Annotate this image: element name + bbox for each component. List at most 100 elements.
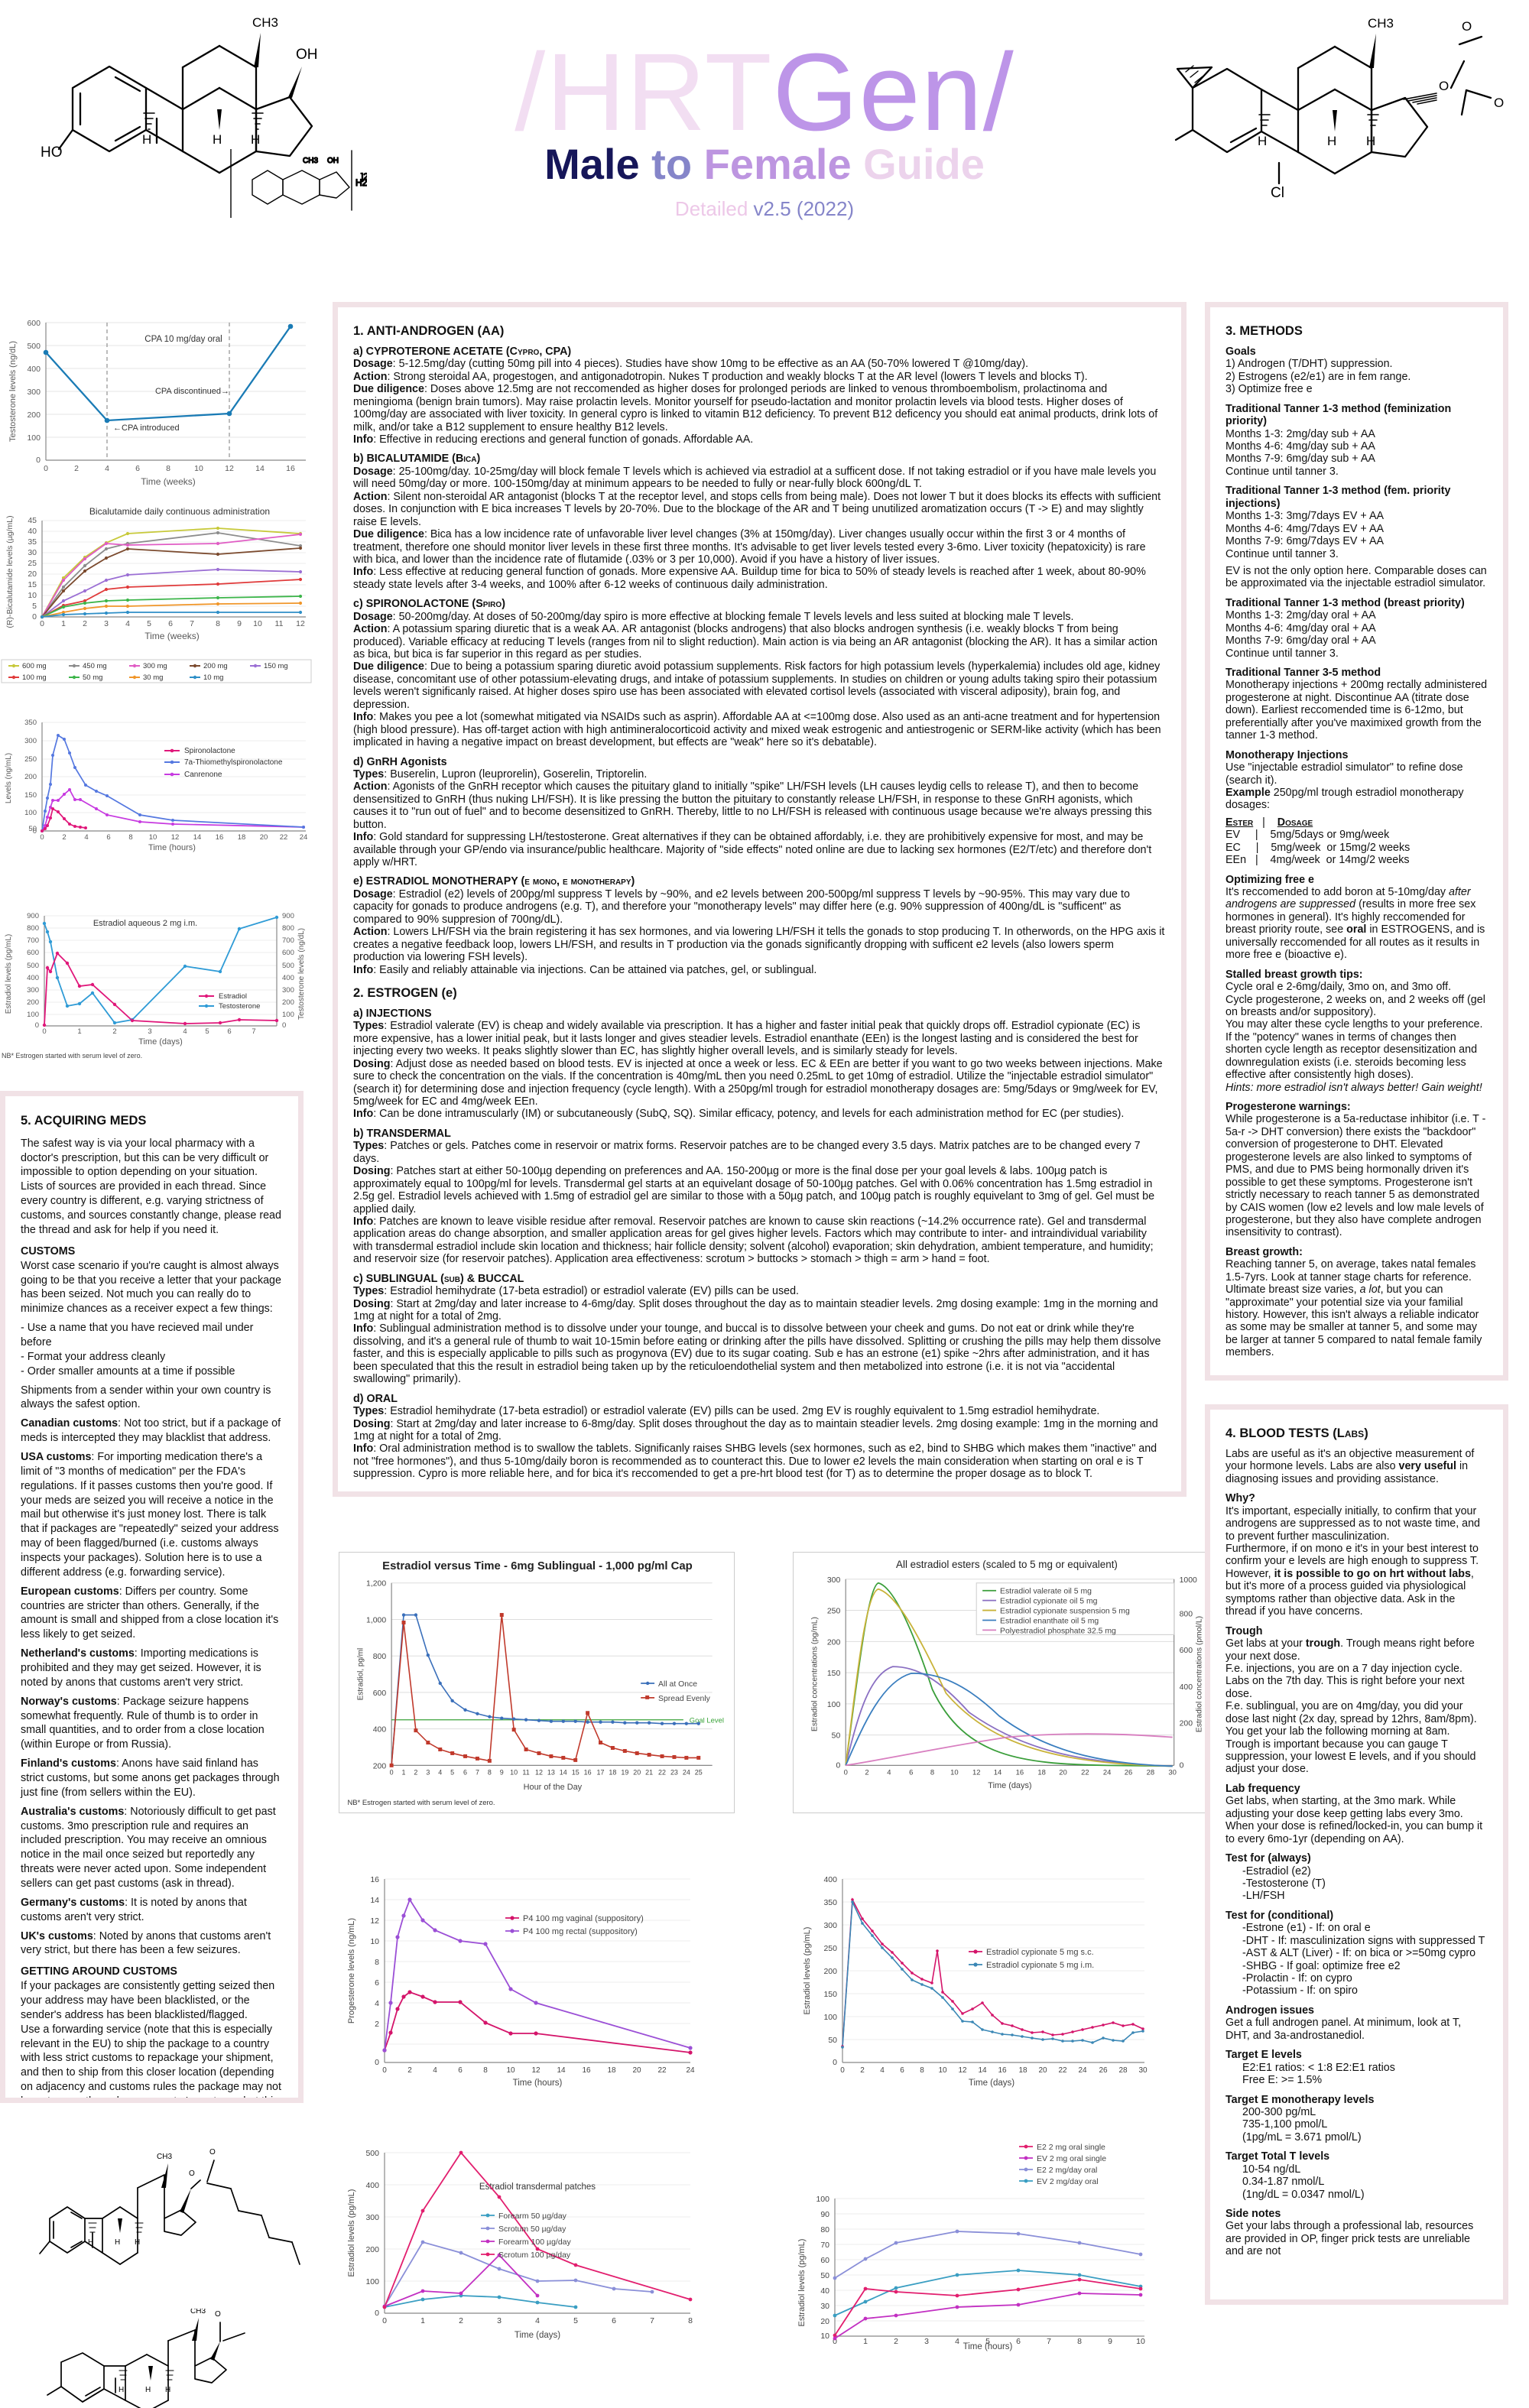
svg-text:8: 8 (488, 1768, 492, 1776)
svg-text:6: 6 (375, 1978, 379, 1988)
svg-text:Estradiol cypionate 5 mg i.m.: Estradiol cypionate 5 mg i.m. (986, 1961, 1094, 1970)
svg-text:12: 12 (531, 2066, 541, 2075)
svg-text:18: 18 (1037, 1768, 1046, 1777)
svg-text:0: 0 (375, 2309, 379, 2318)
svg-text:18: 18 (607, 2066, 616, 2075)
svg-text:1000: 1000 (1180, 1576, 1197, 1585)
svg-text:250: 250 (823, 1944, 837, 1953)
svg-text:E2 2 mg oral single: E2 2 mg oral single (1037, 2143, 1105, 2152)
svg-text:6: 6 (612, 2316, 616, 2325)
svg-text:Scrotum 50 µg/day: Scrotum 50 µg/day (498, 2225, 566, 2234)
svg-text:100: 100 (823, 2013, 837, 2022)
svg-text:3: 3 (924, 2337, 929, 2346)
svg-text:250: 250 (827, 1608, 841, 1616)
svg-text:50: 50 (832, 1732, 841, 1741)
svg-text:16: 16 (998, 2066, 1007, 2075)
svg-text:Estradiol valerate oil 5 mg: Estradiol valerate oil 5 mg (1000, 1588, 1092, 1596)
svg-text:Estradiol cypionate oil 5 mg: Estradiol cypionate oil 5 mg (1000, 1598, 1098, 1606)
svg-text:18: 18 (1018, 2066, 1027, 2075)
svg-text:Time (hours): Time (hours) (513, 2079, 563, 2088)
svg-text:30: 30 (1138, 2066, 1148, 2075)
svg-text:12: 12 (535, 1768, 543, 1776)
svg-text:0: 0 (833, 2058, 837, 2067)
svg-text:4: 4 (880, 2066, 885, 2075)
svg-text:150: 150 (823, 1990, 837, 1999)
svg-text:30: 30 (820, 2302, 829, 2311)
svg-text:9: 9 (500, 1768, 504, 1776)
svg-text:0: 0 (382, 2316, 387, 2325)
svg-text:E2 2 mg/day oral: E2 2 mg/day oral (1037, 2166, 1097, 2175)
svg-text:Time (days): Time (days) (988, 1781, 1031, 1790)
svg-text:Scrotum 100 µg/day: Scrotum 100 µg/day (498, 2251, 571, 2260)
svg-text:1: 1 (863, 2337, 868, 2346)
svg-text:800: 800 (373, 1653, 387, 1661)
svg-text:6: 6 (909, 1768, 913, 1777)
svg-text:20: 20 (1059, 1768, 1067, 1777)
svg-text:16: 16 (370, 1875, 379, 1884)
svg-text:24: 24 (686, 2066, 695, 2075)
svg-text:30: 30 (1168, 1768, 1177, 1777)
svg-text:10: 10 (820, 2332, 829, 2341)
svg-text:Estradiol transdermal patches: Estradiol transdermal patches (479, 2182, 596, 2192)
svg-text:8: 8 (920, 2066, 924, 2075)
svg-text:11: 11 (522, 1768, 529, 1776)
svg-text:10: 10 (950, 1768, 959, 1777)
svg-text:100: 100 (816, 2195, 829, 2204)
svg-text:400: 400 (365, 2181, 379, 2190)
svg-text:1,000: 1,000 (366, 1616, 386, 1624)
svg-text:200: 200 (373, 1762, 387, 1770)
svg-text:10: 10 (370, 1937, 379, 1946)
svg-text:13: 13 (547, 1768, 555, 1776)
svg-text:60: 60 (820, 2256, 829, 2265)
svg-text:Forearm 100 µg/day: Forearm 100 µg/day (498, 2238, 572, 2247)
svg-text:90: 90 (820, 2210, 829, 2219)
svg-text:200: 200 (1180, 1720, 1193, 1728)
svg-text:All estradiol esters (scaled t: All estradiol esters (scaled to 5 mg or … (896, 1559, 1118, 1570)
svg-text:400: 400 (823, 1875, 837, 1884)
svg-text:300: 300 (827, 1576, 841, 1585)
svg-text:14: 14 (978, 2066, 987, 2075)
svg-text:18: 18 (609, 1768, 616, 1776)
svg-text:2: 2 (414, 1768, 417, 1776)
svg-text:6: 6 (463, 1768, 467, 1776)
svg-text:2: 2 (860, 2066, 865, 2075)
svg-text:0: 0 (382, 2066, 387, 2075)
svg-text:14: 14 (557, 2066, 566, 2075)
svg-text:9: 9 (1108, 2337, 1112, 2346)
svg-text:10: 10 (1136, 2337, 1145, 2346)
svg-text:21: 21 (645, 1768, 653, 1776)
svg-text:200: 200 (365, 2245, 379, 2254)
svg-text:2: 2 (459, 2316, 463, 2325)
svg-text:5: 5 (573, 2316, 578, 2325)
svg-text:600: 600 (1180, 1647, 1193, 1655)
svg-text:22: 22 (657, 2066, 667, 2075)
svg-text:6: 6 (900, 2066, 904, 2075)
svg-text:28: 28 (1118, 2066, 1128, 2075)
svg-text:Estradiol levels (pg/mL): Estradiol levels (pg/mL) (347, 2189, 356, 2277)
svg-text:50: 50 (820, 2271, 829, 2280)
svg-text:1: 1 (402, 1768, 406, 1776)
svg-text:0: 0 (844, 1768, 848, 1777)
svg-text:100: 100 (365, 2277, 379, 2286)
svg-text:14: 14 (994, 1768, 1002, 1777)
svg-text:2: 2 (375, 2020, 379, 2029)
svg-text:10: 10 (506, 2066, 515, 2075)
svg-text:4: 4 (955, 2337, 959, 2346)
svg-text:150: 150 (827, 1670, 841, 1678)
svg-text:4: 4 (887, 1768, 891, 1777)
svg-text:Estradiol enanthate oil 5 mg: Estradiol enanthate oil 5 mg (1000, 1617, 1099, 1625)
svg-text:40: 40 (820, 2286, 829, 2296)
svg-text:500: 500 (365, 2149, 379, 2158)
svg-text:24: 24 (683, 1768, 690, 1776)
svg-text:6: 6 (1016, 2337, 1021, 2346)
svg-text:2: 2 (407, 2066, 412, 2075)
svg-text:3: 3 (497, 2316, 502, 2325)
svg-text:22: 22 (1058, 2066, 1067, 2075)
svg-text:NB* Estrogen started with seru: NB* Estrogen started with serum level of… (347, 1799, 495, 1807)
svg-text:14: 14 (370, 1896, 379, 1905)
svg-text:20: 20 (1038, 2066, 1047, 2075)
svg-text:23: 23 (670, 1768, 678, 1776)
svg-text:400: 400 (373, 1726, 387, 1735)
svg-text:0: 0 (1180, 1761, 1184, 1770)
svg-text:2: 2 (865, 1768, 868, 1777)
